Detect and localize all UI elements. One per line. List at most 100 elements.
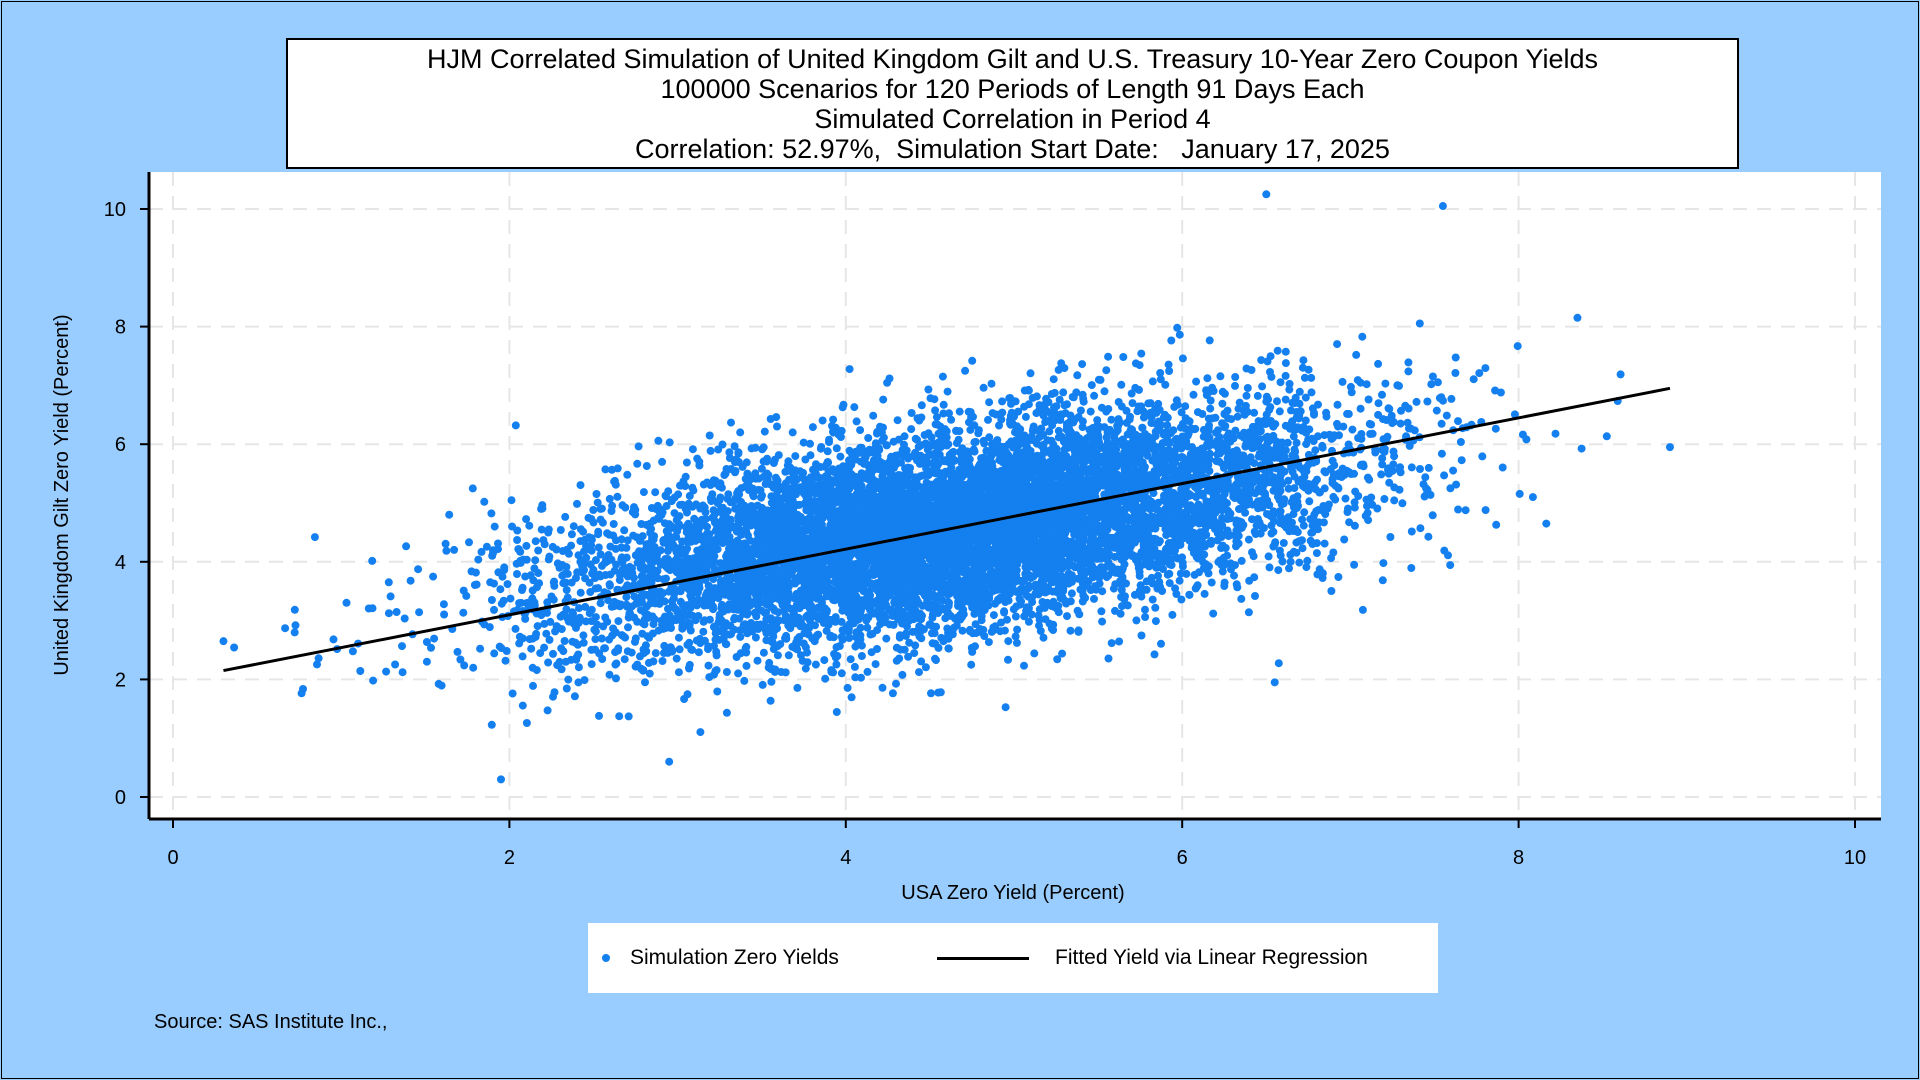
scatter-point: [1020, 661, 1028, 670]
scatter-point: [658, 657, 667, 665]
scatter-point: [892, 679, 900, 688]
scatter-point: [459, 608, 468, 617]
scatter-point: [1416, 524, 1425, 533]
scatter-point: [781, 668, 790, 677]
scatter-point: [1164, 360, 1173, 369]
scatter-point: [1303, 556, 1312, 565]
scatter-point: [1356, 404, 1365, 413]
scatter-point: [490, 522, 499, 531]
scatter-point: [847, 693, 856, 702]
scatter-point: [518, 586, 526, 594]
scatter-point: [645, 669, 654, 678]
scatter-point: [1481, 506, 1490, 515]
scatter-point: [799, 438, 808, 447]
scatter-point: [985, 398, 994, 407]
scatter-point: [772, 413, 781, 422]
scatter-point: [1378, 576, 1387, 585]
scatter-point: [924, 385, 933, 394]
scatter-point: [967, 660, 976, 669]
scatter-point: [329, 635, 338, 644]
scatter-point: [1358, 332, 1367, 341]
scatter-point: [439, 600, 448, 609]
scatter-point: [1298, 363, 1307, 372]
scatter-point: [1122, 406, 1131, 415]
title-line-3: Simulated Correlation in Period 4: [814, 104, 1211, 134]
title-line-2: 100000 Scenarios for 120 Periods of Leng…: [660, 74, 1365, 104]
scatter-point: [422, 638, 431, 646]
scatter-point: [1384, 404, 1393, 413]
scatter-point: [501, 656, 510, 665]
scatter-point: [576, 481, 585, 490]
scatter-point: [1257, 356, 1266, 365]
scatter-point: [630, 592, 639, 601]
scatter-point: [863, 623, 872, 632]
scatter-point: [651, 649, 660, 658]
scatter-point: [1177, 595, 1186, 604]
scatter-point: [793, 683, 802, 692]
scatter-point: [845, 365, 854, 374]
scatter-point: [1241, 508, 1250, 517]
scatter-point: [620, 655, 629, 664]
title-line-1: HJM Correlated Simulation of United King…: [426, 44, 1599, 74]
scatter-point: [1456, 438, 1465, 446]
scatter-point: [1344, 440, 1353, 449]
scatter-point: [1314, 400, 1322, 409]
scatter-point: [1377, 470, 1386, 479]
scatter-point: [529, 681, 537, 690]
scatter-point: [1273, 397, 1281, 406]
scatter-point: [591, 613, 600, 622]
scatter-point: [1451, 369, 1460, 377]
scatter-point: [1340, 535, 1349, 544]
scatter-point: [977, 616, 986, 625]
scatter-point: [598, 518, 607, 527]
scatter-point: [1452, 480, 1461, 489]
scatter-point: [722, 668, 731, 676]
scatter-point: [531, 556, 540, 565]
scatter-point: [1449, 466, 1458, 475]
scatter-point: [1009, 605, 1018, 614]
scatter-point: [1265, 563, 1274, 572]
scatter-point: [658, 457, 667, 466]
scatter-point: [734, 669, 743, 678]
scatter-point: [860, 459, 869, 468]
scatter-point: [1078, 360, 1087, 369]
scatter-point: [384, 578, 393, 587]
scatter-point: [624, 712, 633, 721]
scatter-point: [1301, 393, 1310, 402]
scatter-point: [587, 535, 596, 544]
scatter-point: [1232, 580, 1241, 589]
scatter-point: [567, 530, 576, 539]
scatter-point: [892, 643, 901, 652]
scatter-point: [1098, 617, 1107, 626]
scatter-point: [1032, 409, 1041, 418]
scatter-point: [1404, 358, 1413, 367]
scatter-point: [1244, 608, 1253, 617]
scatter-point: [1350, 521, 1359, 530]
scatter-point: [742, 661, 751, 670]
scatter-point: [369, 676, 378, 685]
scatter-point: [1207, 578, 1216, 587]
scatter-point: [555, 563, 564, 572]
scatter-point: [1198, 410, 1207, 418]
scatter-point: [1156, 369, 1165, 377]
scatter-point: [770, 606, 779, 615]
scatter-point: [867, 648, 876, 657]
scatter-point: [1378, 454, 1387, 463]
scatter-point: [907, 425, 916, 434]
scatter-point: [1128, 399, 1137, 408]
scatter-point: [672, 654, 681, 663]
scatter-point: [1026, 369, 1035, 378]
scatter-point: [1440, 471, 1449, 480]
scatter-point: [623, 470, 632, 479]
scatter-point: [1276, 378, 1285, 387]
scatter-point: [818, 416, 827, 425]
scatter-point: [1243, 384, 1252, 392]
scatter-point: [1107, 639, 1116, 648]
scatter-point: [1305, 497, 1314, 506]
scatter-point: [544, 658, 553, 667]
scatter-point: [391, 660, 400, 669]
scatter-point: [490, 605, 498, 614]
scatter-point: [567, 541, 576, 550]
scatter-point: [1086, 407, 1095, 416]
scatter-point: [932, 413, 941, 422]
